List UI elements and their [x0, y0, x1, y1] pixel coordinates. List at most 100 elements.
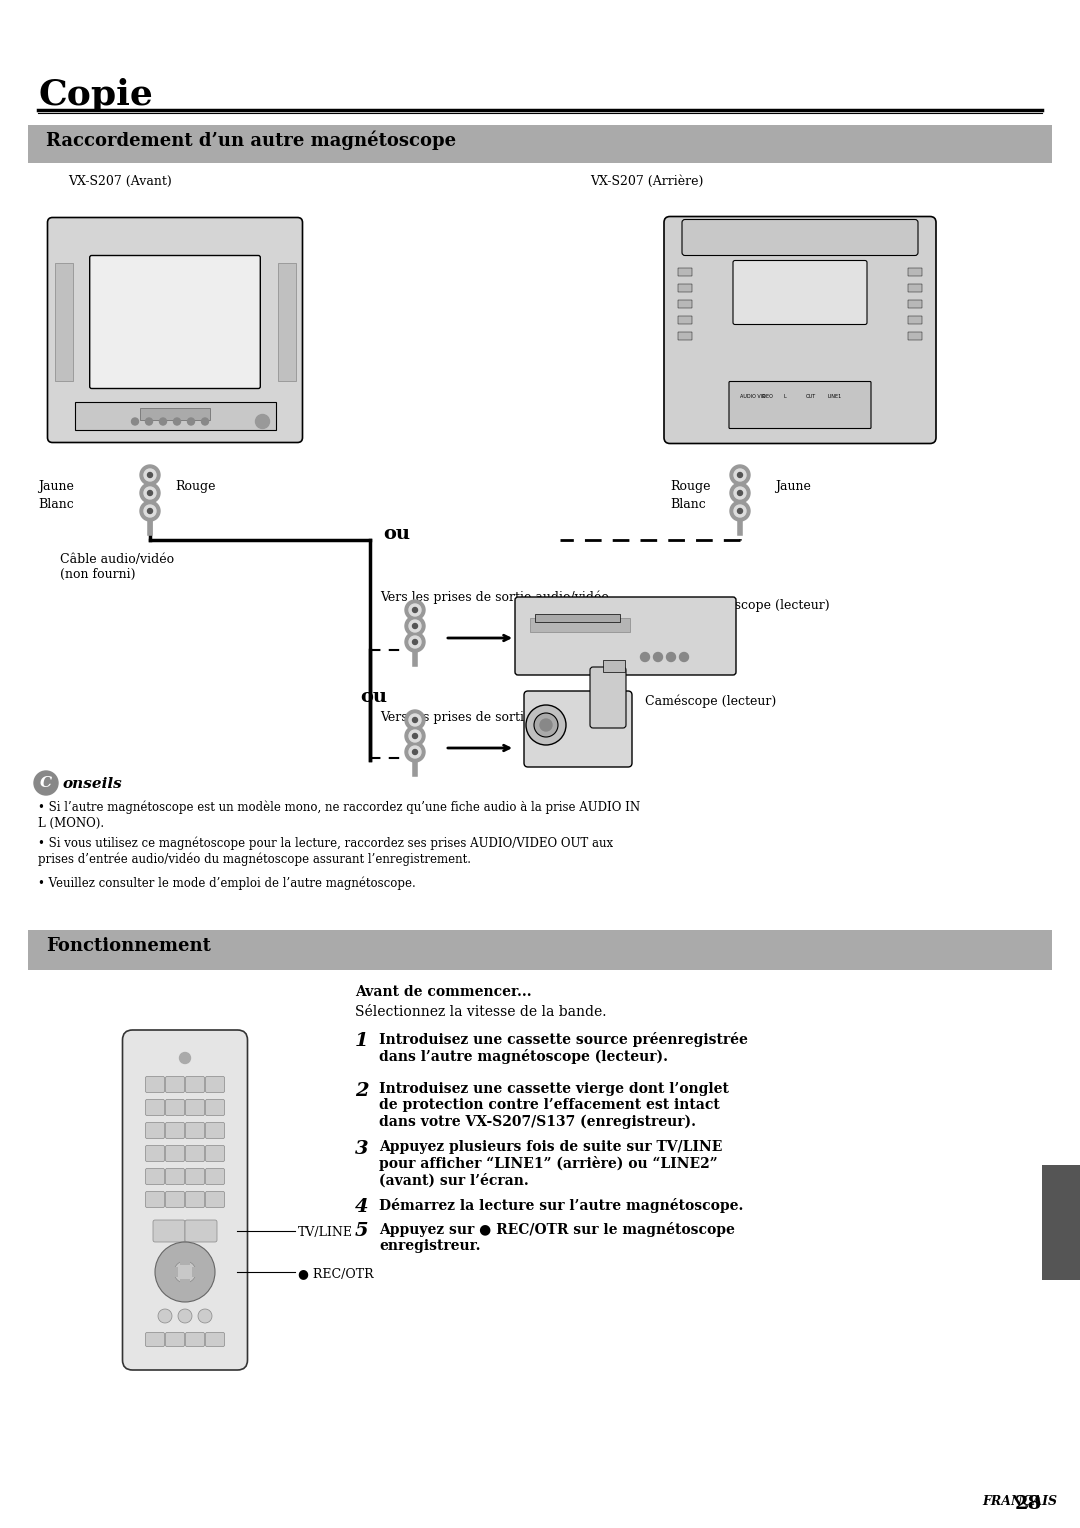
Circle shape — [202, 419, 208, 425]
FancyBboxPatch shape — [205, 1077, 225, 1093]
Text: AUDIO VIDEO: AUDIO VIDEO — [740, 394, 773, 399]
Circle shape — [148, 472, 152, 477]
Bar — [28, 125, 1052, 163]
FancyBboxPatch shape — [146, 1123, 164, 1138]
Bar — [678, 284, 692, 292]
Text: 28: 28 — [1015, 1494, 1042, 1513]
Circle shape — [734, 487, 746, 500]
Bar — [192, 1267, 202, 1277]
Text: LINE1: LINE1 — [828, 394, 842, 399]
Text: 1: 1 — [355, 1031, 368, 1050]
Text: Copie: Copie — [38, 78, 153, 112]
Text: R: R — [762, 394, 766, 399]
Text: Jaune: Jaune — [38, 480, 73, 494]
Circle shape — [413, 608, 418, 613]
Bar — [1042, 1164, 1080, 1280]
FancyBboxPatch shape — [165, 1192, 185, 1207]
Circle shape — [730, 501, 750, 521]
FancyBboxPatch shape — [146, 1100, 164, 1115]
FancyBboxPatch shape — [146, 1077, 164, 1093]
Text: Blanc: Blanc — [38, 498, 73, 510]
FancyBboxPatch shape — [146, 1169, 164, 1184]
Text: L: L — [784, 394, 786, 399]
FancyBboxPatch shape — [733, 260, 867, 324]
FancyBboxPatch shape — [90, 255, 260, 388]
Circle shape — [409, 730, 421, 743]
Text: Raccordement d’un autre magnétoscope: Raccordement d’un autre magnétoscope — [46, 131, 456, 150]
Bar — [678, 315, 692, 324]
Circle shape — [409, 636, 421, 648]
Circle shape — [666, 652, 675, 662]
FancyBboxPatch shape — [664, 217, 936, 443]
FancyBboxPatch shape — [205, 1192, 225, 1207]
FancyBboxPatch shape — [186, 1077, 204, 1093]
FancyBboxPatch shape — [186, 1123, 204, 1138]
Circle shape — [405, 711, 426, 730]
Circle shape — [148, 509, 152, 513]
Text: Introduisez une cassette vierge dont l’onglet
de protection contre l’effacement : Introduisez une cassette vierge dont l’o… — [379, 1082, 729, 1129]
FancyBboxPatch shape — [729, 382, 870, 428]
Bar — [54, 263, 72, 380]
Text: TV/LINE: TV/LINE — [298, 1225, 353, 1239]
Circle shape — [413, 718, 418, 723]
Circle shape — [132, 419, 138, 425]
Circle shape — [156, 1242, 215, 1302]
FancyBboxPatch shape — [205, 1146, 225, 1161]
Circle shape — [405, 616, 426, 636]
Bar — [168, 1267, 178, 1277]
FancyBboxPatch shape — [205, 1100, 225, 1115]
Bar — [908, 315, 922, 324]
Bar — [180, 1279, 190, 1290]
Bar — [530, 617, 630, 633]
Circle shape — [409, 746, 421, 758]
FancyBboxPatch shape — [515, 597, 735, 675]
Circle shape — [738, 472, 743, 477]
FancyBboxPatch shape — [122, 1030, 247, 1371]
Text: FRANÇAIS: FRANÇAIS — [982, 1494, 1057, 1508]
Circle shape — [730, 483, 750, 503]
FancyBboxPatch shape — [165, 1146, 185, 1161]
Bar — [603, 660, 625, 672]
Circle shape — [148, 490, 152, 495]
Bar — [140, 408, 210, 420]
Bar — [908, 284, 922, 292]
Bar — [678, 332, 692, 339]
Text: VX-S207 (Arrière): VX-S207 (Arrière) — [590, 176, 703, 188]
Text: • Veuillez consulter le mode d’emploi de l’autre magnétoscope.: • Veuillez consulter le mode d’emploi de… — [38, 877, 416, 891]
Text: Jaune: Jaune — [775, 480, 811, 494]
Bar — [908, 267, 922, 275]
Circle shape — [413, 733, 418, 738]
Text: onseils: onseils — [62, 778, 122, 792]
Text: ● REC/OTR: ● REC/OTR — [298, 1267, 374, 1280]
Text: Avant de commencer...: Avant de commencer... — [355, 986, 531, 999]
Text: 5: 5 — [355, 1222, 368, 1241]
Text: OUT: OUT — [806, 394, 816, 399]
FancyBboxPatch shape — [165, 1100, 185, 1115]
FancyBboxPatch shape — [205, 1169, 225, 1184]
Bar — [908, 299, 922, 307]
Circle shape — [33, 772, 58, 795]
FancyBboxPatch shape — [153, 1219, 185, 1242]
Text: 3: 3 — [355, 1140, 368, 1158]
Circle shape — [738, 490, 743, 495]
Circle shape — [730, 465, 750, 484]
Text: Rouge: Rouge — [670, 480, 711, 494]
Circle shape — [409, 714, 421, 726]
FancyBboxPatch shape — [165, 1169, 185, 1184]
Circle shape — [413, 623, 418, 628]
Text: Appuyez plusieurs fois de suite sur TV/LINE
pour afficher “LINE1” (arrière) ou “: Appuyez plusieurs fois de suite sur TV/L… — [379, 1140, 723, 1187]
Circle shape — [140, 483, 160, 503]
FancyBboxPatch shape — [146, 1192, 164, 1207]
Text: VX-S207 (Avant): VX-S207 (Avant) — [68, 176, 172, 188]
FancyBboxPatch shape — [165, 1123, 185, 1138]
FancyBboxPatch shape — [165, 1332, 185, 1346]
Circle shape — [640, 652, 649, 662]
Circle shape — [144, 504, 156, 516]
FancyBboxPatch shape — [590, 668, 626, 727]
Circle shape — [534, 714, 558, 736]
Circle shape — [653, 652, 662, 662]
Bar — [535, 614, 620, 622]
Text: Blanc: Blanc — [670, 498, 705, 510]
FancyBboxPatch shape — [186, 1146, 204, 1161]
Text: Introduisez une cassette source préenregistrée
dans l’autre magnétoscope (lecteu: Introduisez une cassette source préenreg… — [379, 1031, 747, 1065]
